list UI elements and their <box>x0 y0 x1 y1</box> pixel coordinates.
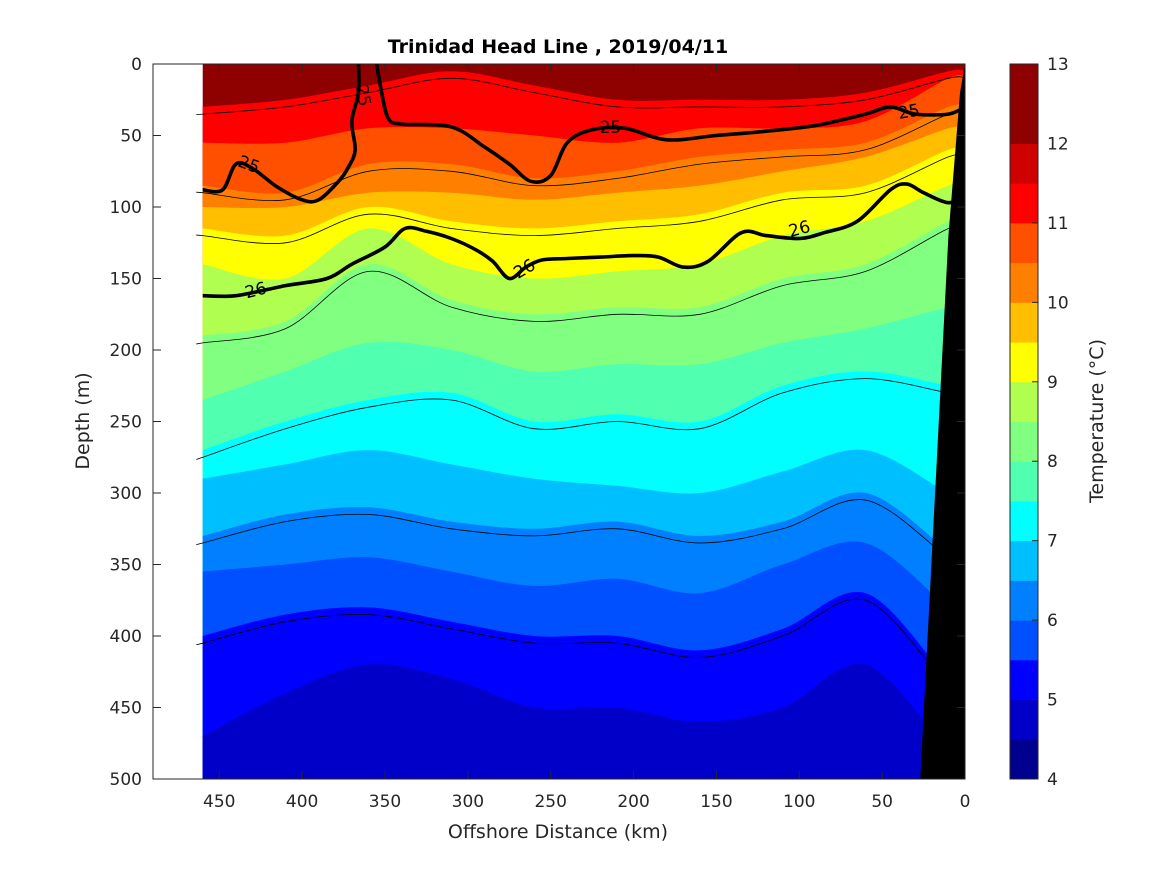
colorbar-tick-label: 8 <box>1047 452 1058 472</box>
colorbar-tick-label: 9 <box>1047 373 1058 393</box>
colorbar-swatch <box>1010 342 1038 383</box>
x-tick-label: 200 <box>617 792 649 812</box>
colorbar-swatch <box>1010 620 1038 661</box>
colorbar-tick-label: 12 <box>1047 134 1069 154</box>
y-tick-label: 200 <box>110 341 142 361</box>
x-tick-label: 150 <box>700 792 732 812</box>
colorbar-swatch <box>1010 421 1038 462</box>
colorbar-swatch <box>1010 699 1038 740</box>
y-tick-label: 500 <box>110 770 142 790</box>
colorbar-swatch <box>1010 500 1038 542</box>
colorbar-swatch <box>1010 540 1038 581</box>
contour-label: 25 <box>600 118 622 138</box>
x-tick-label: 250 <box>534 792 566 812</box>
y-tick-label: 400 <box>110 627 142 647</box>
y-tick-label: 100 <box>110 198 142 218</box>
y-tick-label: 250 <box>110 413 142 433</box>
colorbar-swatch <box>1010 222 1038 264</box>
contour-label: 25 <box>351 83 374 108</box>
colorbar-title: Temperature (°C) <box>1086 339 1108 504</box>
y-tick-label: 350 <box>110 556 142 576</box>
thin-contour-line <box>196 598 965 693</box>
colorbar-swatch <box>1010 302 1038 343</box>
temperature-fill-layer <box>196 64 965 779</box>
colorbar-tick-label: 13 <box>1047 55 1069 75</box>
y-axis-title: Depth (m) <box>72 372 94 469</box>
y-tick-label: 50 <box>120 127 142 147</box>
density-contour-25 <box>202 64 361 204</box>
y-tick-label: 0 <box>131 55 142 75</box>
contour-label-text: 25 <box>600 118 622 138</box>
x-axis: 450 400 350 300 250 200 150 100 50 0 <box>203 64 970 812</box>
chart-title: Trinidad Head Line , 2019/04/11 <box>388 36 728 58</box>
thin-contour-line <box>196 224 965 345</box>
colorbar: 4 5 6 7 8 9 10 11 12 13 <box>1009 55 1069 790</box>
temperature-band <box>196 663 965 779</box>
colorbar-swatch <box>1010 739 1038 780</box>
x-tick-label: 450 <box>203 792 235 812</box>
contour-label-text: 25 <box>351 83 374 108</box>
colorbar-swatch <box>1010 262 1038 303</box>
colorbar-swatch <box>1010 381 1038 422</box>
x-tick-label: 50 <box>871 792 893 812</box>
colorbar-tick-label: 7 <box>1047 532 1058 552</box>
y-axis: 0 50 100 150 200 250 300 350 400 450 500 <box>110 55 965 790</box>
colorbar-tick-label: 10 <box>1047 293 1069 313</box>
density-contour-26 <box>202 182 965 299</box>
colorbar-swatch <box>1010 461 1038 502</box>
colorbar-swatch <box>1010 103 1038 144</box>
x-tick-label: 100 <box>783 792 815 812</box>
seafloor-mask <box>920 64 965 779</box>
thin-contour-line <box>196 153 965 244</box>
contour-label: 25 <box>896 100 921 123</box>
thin-contour-line <box>196 499 965 562</box>
contour-label-text: 25 <box>896 100 921 123</box>
y-tick-label: 450 <box>110 699 142 719</box>
colorbar-tick-label: 5 <box>1047 691 1058 711</box>
colorbar-swatch <box>1010 143 1038 184</box>
x-tick-label: 350 <box>369 792 401 812</box>
colorbar-tick-label: 4 <box>1047 770 1058 790</box>
density-contour-25 <box>374 64 965 184</box>
colorbar-swatch <box>1010 580 1038 621</box>
y-tick-label: 300 <box>110 484 142 504</box>
thin-contour-line <box>196 111 965 201</box>
colorbar-tick-label: 11 <box>1047 214 1069 234</box>
x-tick-label: 300 <box>452 792 484 812</box>
colorbar-swatch <box>1010 64 1038 105</box>
colorbar-swatch <box>1010 659 1038 701</box>
x-tick-label: 0 <box>960 792 971 812</box>
colorbar-swatch <box>1010 183 1038 224</box>
x-axis-title: Offshore Distance (km) <box>448 821 668 843</box>
colorbar-frame <box>1009 63 1039 780</box>
y-tick-label: 150 <box>110 270 142 290</box>
colorbar-tick-label: 6 <box>1047 611 1058 631</box>
density-contour-layer <box>196 64 965 693</box>
thin-contour-line <box>196 378 965 460</box>
x-tick-label: 400 <box>286 792 318 812</box>
thin-contour-line <box>196 76 965 115</box>
